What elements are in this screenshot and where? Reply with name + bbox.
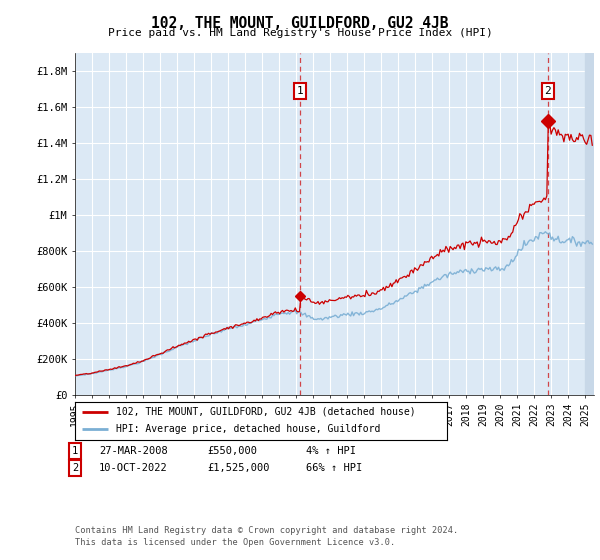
Text: Contains HM Land Registry data © Crown copyright and database right 2024.
This d: Contains HM Land Registry data © Crown c… — [75, 526, 458, 547]
Text: 1: 1 — [297, 86, 304, 96]
Text: £550,000: £550,000 — [207, 446, 257, 456]
Text: 102, THE MOUNT, GUILDFORD, GU2 4JB (detached house): 102, THE MOUNT, GUILDFORD, GU2 4JB (deta… — [116, 407, 416, 417]
Text: 66% ↑ HPI: 66% ↑ HPI — [306, 463, 362, 473]
Text: 1: 1 — [72, 446, 78, 456]
Text: £1,525,000: £1,525,000 — [207, 463, 269, 473]
Bar — [586, 53, 594, 395]
Text: HPI: Average price, detached house, Guildford: HPI: Average price, detached house, Guil… — [116, 424, 380, 434]
Text: 10-OCT-2022: 10-OCT-2022 — [99, 463, 168, 473]
Text: 4% ↑ HPI: 4% ↑ HPI — [306, 446, 356, 456]
Text: 102, THE MOUNT, GUILDFORD, GU2 4JB: 102, THE MOUNT, GUILDFORD, GU2 4JB — [151, 16, 449, 31]
Text: 2: 2 — [72, 463, 78, 473]
Bar — [586, 53, 594, 395]
Text: Price paid vs. HM Land Registry's House Price Index (HPI): Price paid vs. HM Land Registry's House … — [107, 28, 493, 38]
Text: 27-MAR-2008: 27-MAR-2008 — [99, 446, 168, 456]
Text: 2: 2 — [544, 86, 551, 96]
